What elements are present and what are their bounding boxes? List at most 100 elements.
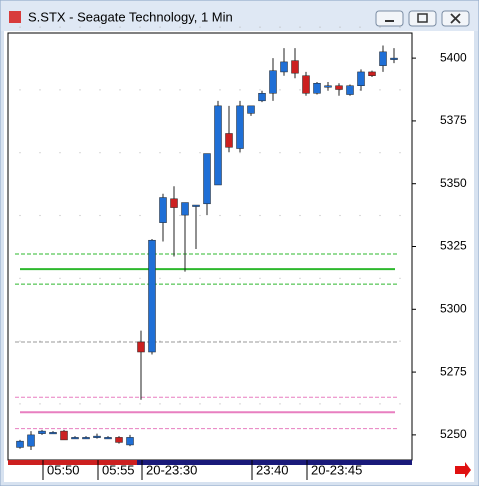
grid-dot xyxy=(39,214,41,217)
grid-dot xyxy=(239,277,241,279)
grid-dot xyxy=(79,214,81,217)
candle-body xyxy=(203,153,211,205)
y-tick-label: 5350 xyxy=(440,176,467,190)
grid-dot xyxy=(259,26,261,28)
grid-dot xyxy=(119,277,121,279)
window-buttons[interactable] xyxy=(375,10,470,27)
grid-dot xyxy=(159,26,161,28)
y-tick-label: 5275 xyxy=(440,364,467,378)
grid-dot xyxy=(219,89,221,91)
candle-body xyxy=(192,204,200,207)
grid-dot xyxy=(179,26,181,28)
candle-body xyxy=(346,85,354,95)
grid-dot xyxy=(259,89,261,91)
candle-body xyxy=(159,197,167,223)
maximize-icon xyxy=(417,13,428,23)
grid-dot xyxy=(199,403,201,405)
grid-dot xyxy=(139,26,141,28)
grid-dot xyxy=(39,403,41,405)
candle-body xyxy=(280,61,288,73)
scroll-arrow[interactable] xyxy=(455,462,471,478)
grid-dot xyxy=(179,340,181,342)
grid-dot xyxy=(59,340,61,342)
plot-area xyxy=(7,32,413,461)
grid-dot xyxy=(299,277,301,279)
candle-body xyxy=(379,51,387,66)
grid-dot xyxy=(19,89,21,91)
grid-dot xyxy=(359,89,361,91)
grid-dot xyxy=(179,403,181,405)
grid-dot xyxy=(239,340,241,342)
grid-dot xyxy=(119,340,121,342)
grid-dot xyxy=(259,214,261,217)
grid-dot xyxy=(379,277,381,279)
grid-dot xyxy=(79,89,81,91)
grid-dot xyxy=(179,277,181,279)
grid-dot xyxy=(239,152,241,154)
grid-dot xyxy=(339,403,341,405)
grid-dot xyxy=(239,26,241,28)
grid-dot xyxy=(279,277,281,279)
grid-dot xyxy=(179,152,181,154)
grid-dot xyxy=(119,26,121,28)
grid-dot xyxy=(79,152,81,154)
grid-dot xyxy=(139,277,141,279)
grid-dot xyxy=(79,277,81,279)
grid-dot xyxy=(359,214,361,217)
grid-dot xyxy=(279,152,281,154)
x-tick-label: 20-23:45 xyxy=(311,462,362,477)
grid-dot xyxy=(139,340,141,342)
minimize-button[interactable] xyxy=(375,10,404,27)
grid-dot xyxy=(199,26,201,28)
grid-dot xyxy=(319,152,321,154)
grid-dot xyxy=(399,340,401,342)
grid-dot xyxy=(259,340,261,342)
grid-dot xyxy=(19,340,21,342)
candle-body xyxy=(82,437,90,440)
grid-dot xyxy=(159,277,161,279)
grid-dot xyxy=(299,214,301,217)
candle-body xyxy=(225,133,233,148)
grid-dot xyxy=(79,403,81,405)
grid-dot xyxy=(339,214,341,217)
grid-dot xyxy=(159,89,161,91)
grid-dot xyxy=(219,340,221,342)
grid-dot xyxy=(199,340,201,342)
grid-dot xyxy=(139,214,141,217)
x-tick-label: 05:50 xyxy=(47,462,80,477)
grid-dot xyxy=(239,89,241,91)
grid-dot xyxy=(179,214,181,217)
grid-dot xyxy=(339,340,341,342)
grid-dot xyxy=(79,340,81,342)
grid-dot xyxy=(399,214,401,217)
grid-dot xyxy=(19,403,21,405)
grid-dot xyxy=(379,26,381,28)
session-bar-current xyxy=(137,460,412,465)
grid-dot xyxy=(319,340,321,342)
candle-body xyxy=(115,437,123,443)
grid-dot xyxy=(99,214,101,217)
grid-dot xyxy=(119,152,121,154)
grid-dot xyxy=(339,152,341,154)
grid-dot xyxy=(59,277,61,279)
y-tick-label: 5375 xyxy=(440,113,467,127)
grid-dot xyxy=(159,340,161,342)
y-tick-label: 5300 xyxy=(440,301,467,315)
grid-dot xyxy=(99,277,101,279)
grid-dot xyxy=(199,152,201,154)
grid-dot xyxy=(259,277,261,279)
grid-dot xyxy=(219,26,221,28)
grid-dot xyxy=(219,277,221,279)
grid-dot xyxy=(59,214,61,217)
candle-body xyxy=(236,105,244,149)
grid-dot xyxy=(339,277,341,279)
candle-body xyxy=(49,432,57,435)
grid-dot xyxy=(119,403,121,405)
grid-dot xyxy=(39,277,41,279)
grid-dot xyxy=(299,403,301,405)
grid-dot xyxy=(319,214,321,217)
grid-dot xyxy=(199,89,201,91)
y-tick-label: 5250 xyxy=(440,427,467,441)
maximize-button[interactable] xyxy=(408,10,437,27)
candle-body xyxy=(324,85,332,88)
